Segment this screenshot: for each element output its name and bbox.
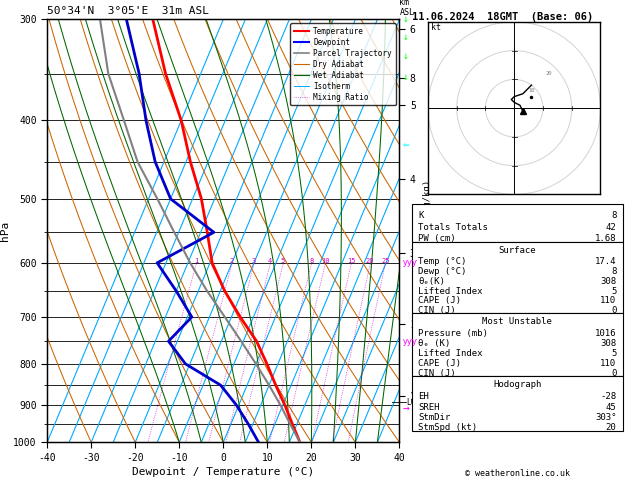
Text: Temp (°C): Temp (°C) xyxy=(418,257,467,266)
Text: ⇐: ⇐ xyxy=(403,139,409,150)
Text: ↓: ↓ xyxy=(403,52,408,61)
Text: EH: EH xyxy=(418,392,429,401)
Text: PW (cm): PW (cm) xyxy=(418,234,456,243)
Text: Hodograph: Hodograph xyxy=(493,380,542,389)
Bar xyxy=(412,242,623,313)
Text: ↓: ↓ xyxy=(403,33,408,42)
Text: 3: 3 xyxy=(252,258,256,264)
Text: 2: 2 xyxy=(230,258,234,264)
Text: Lifted Index: Lifted Index xyxy=(418,349,483,358)
Text: 110: 110 xyxy=(600,296,616,305)
Text: 25: 25 xyxy=(381,258,389,264)
Text: Totals Totals: Totals Totals xyxy=(418,223,488,232)
Text: K: K xyxy=(418,211,424,221)
Text: 303°: 303° xyxy=(595,413,616,422)
Text: 8: 8 xyxy=(611,267,616,276)
Text: →: → xyxy=(403,404,409,414)
Bar xyxy=(412,313,623,376)
Text: 308: 308 xyxy=(600,277,616,286)
Text: 5: 5 xyxy=(611,287,616,295)
Text: 20: 20 xyxy=(606,423,616,432)
Text: ↓: ↓ xyxy=(403,15,408,24)
Text: kt: kt xyxy=(431,23,441,33)
Text: 1016: 1016 xyxy=(595,329,616,338)
Text: 15: 15 xyxy=(347,258,355,264)
Text: Dewp (°C): Dewp (°C) xyxy=(418,267,467,276)
Bar xyxy=(412,376,623,431)
Text: 17.4: 17.4 xyxy=(595,257,616,266)
Text: 5: 5 xyxy=(281,258,285,264)
Text: 8: 8 xyxy=(309,258,313,264)
Text: CIN (J): CIN (J) xyxy=(418,369,456,378)
Text: 10: 10 xyxy=(321,258,330,264)
Text: km
ASL: km ASL xyxy=(399,0,415,17)
Text: 1.68: 1.68 xyxy=(595,234,616,243)
Text: 42: 42 xyxy=(606,223,616,232)
Text: θₑ(K): θₑ(K) xyxy=(418,277,445,286)
Text: 20: 20 xyxy=(545,71,552,76)
Text: 20: 20 xyxy=(366,258,374,264)
Text: 10: 10 xyxy=(528,88,535,93)
Text: 0: 0 xyxy=(611,369,616,378)
Text: ƴƴƴ: ƴƴƴ xyxy=(403,259,418,267)
Text: 45: 45 xyxy=(606,403,616,412)
Text: 50°34'N  3°05'E  31m ASL: 50°34'N 3°05'E 31m ASL xyxy=(47,6,209,16)
Text: CAPE (J): CAPE (J) xyxy=(418,359,461,368)
Text: Surface: Surface xyxy=(499,245,536,255)
Text: © weatheronline.co.uk: © weatheronline.co.uk xyxy=(465,469,570,478)
Text: Most Unstable: Most Unstable xyxy=(482,317,552,326)
Y-axis label: Mixing Ratio (g/kg): Mixing Ratio (g/kg) xyxy=(423,180,431,282)
Text: StmSpd (kt): StmSpd (kt) xyxy=(418,423,477,432)
Bar xyxy=(412,205,623,242)
Text: ƴƴƴ: ƴƴƴ xyxy=(403,337,418,346)
Text: ↓: ↓ xyxy=(403,71,408,82)
Text: Lifted Index: Lifted Index xyxy=(418,287,483,295)
Text: CIN (J): CIN (J) xyxy=(418,306,456,315)
Text: 308: 308 xyxy=(600,339,616,348)
Text: CAPE (J): CAPE (J) xyxy=(418,296,461,305)
Text: LCL: LCL xyxy=(406,398,420,407)
Text: θₑ (K): θₑ (K) xyxy=(418,339,450,348)
Text: -28: -28 xyxy=(600,392,616,401)
Text: 0: 0 xyxy=(611,306,616,315)
X-axis label: Dewpoint / Temperature (°C): Dewpoint / Temperature (°C) xyxy=(132,467,314,477)
Text: SREH: SREH xyxy=(418,403,440,412)
Text: 11.06.2024  18GMT  (Base: 06): 11.06.2024 18GMT (Base: 06) xyxy=(412,12,593,22)
Text: 8: 8 xyxy=(611,211,616,221)
Y-axis label: hPa: hPa xyxy=(1,221,11,241)
Text: StmDir: StmDir xyxy=(418,413,450,422)
Text: 1: 1 xyxy=(194,258,198,264)
Text: 4: 4 xyxy=(268,258,272,264)
Legend: Temperature, Dewpoint, Parcel Trajectory, Dry Adiabat, Wet Adiabat, Isotherm, Mi: Temperature, Dewpoint, Parcel Trajectory… xyxy=(290,23,396,105)
Text: 5: 5 xyxy=(611,349,616,358)
Text: Pressure (mb): Pressure (mb) xyxy=(418,329,488,338)
Text: 110: 110 xyxy=(600,359,616,368)
